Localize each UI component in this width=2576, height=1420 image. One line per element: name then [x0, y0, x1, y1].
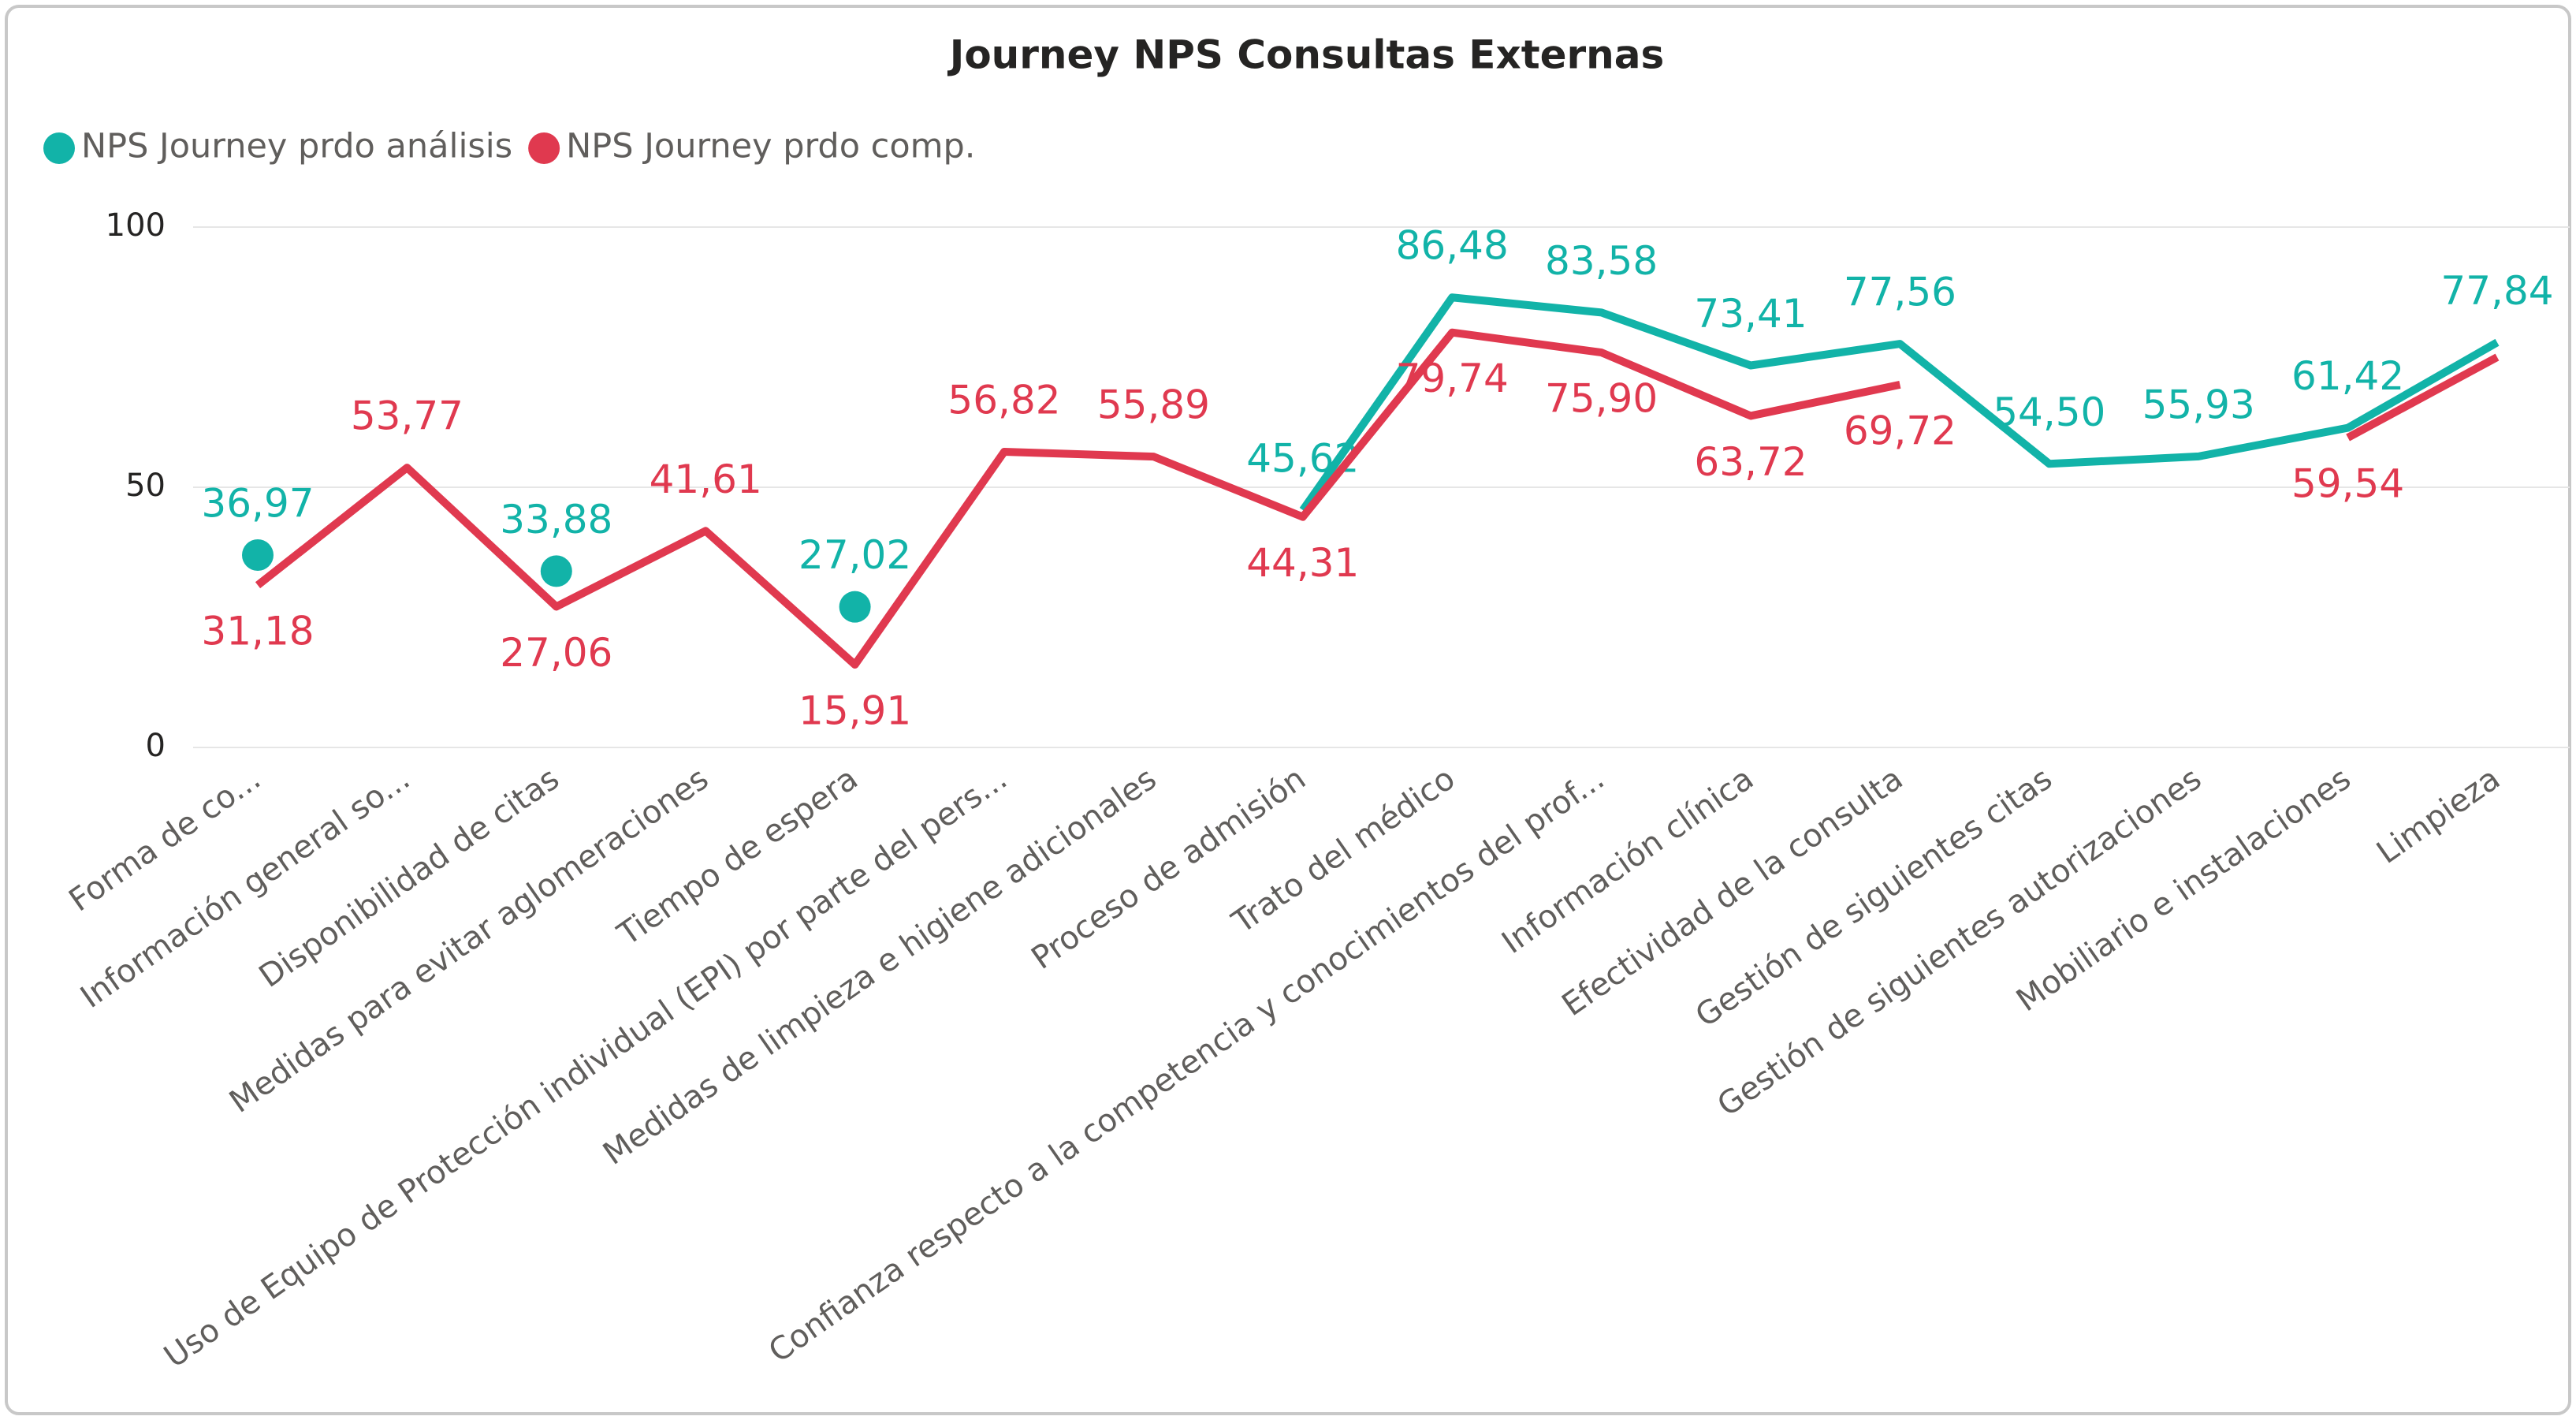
legend-label: NPS Journey prdo análisis [81, 127, 512, 166]
y-tick-label: 100 [106, 207, 166, 244]
data-label: 61,42 [2291, 353, 2404, 399]
data-label: 73,41 [1694, 291, 1807, 337]
data-label: 27,02 [798, 532, 911, 578]
data-label: 83,58 [1545, 238, 1658, 284]
data-label: 15,91 [798, 688, 911, 733]
data-label: 45,62 [1246, 435, 1359, 481]
data-label: 31,18 [201, 609, 314, 654]
chart-title: Journey NPS Consultas Externas [947, 32, 1665, 78]
data-label: 36,97 [201, 480, 314, 526]
data-label: 79,74 [1396, 356, 1509, 401]
data-label: 54,50 [1993, 389, 2105, 435]
data-point [242, 539, 274, 571]
data-label: 77,56 [1844, 270, 1956, 315]
legend-marker [43, 132, 75, 164]
data-label: 44,31 [1246, 540, 1359, 586]
data-label: 33,88 [500, 497, 612, 542]
legend-label: NPS Journey prdo comp. [566, 127, 975, 166]
data-label: 86,48 [1396, 223, 1509, 269]
data-label: 59,54 [2291, 461, 2404, 507]
data-label: 75,90 [1545, 376, 1658, 422]
data-label: 69,72 [1844, 408, 1956, 453]
y-tick-label: 0 [146, 728, 166, 764]
data-label: 53,77 [351, 393, 463, 439]
data-point [839, 591, 871, 623]
data-label: 27,06 [500, 630, 612, 676]
series-line [255, 328, 1901, 669]
legend-marker [528, 132, 560, 164]
chart-frame [5, 5, 2571, 1415]
data-label: 63,72 [1694, 439, 1807, 485]
data-label: 77,84 [2440, 268, 2553, 314]
y-tick-label: 50 [125, 468, 166, 504]
data-label: 55,93 [2142, 382, 2255, 427]
data-label: 55,89 [1097, 382, 1210, 428]
series-line [2346, 353, 2500, 442]
data-label: 56,82 [947, 377, 1060, 423]
series-line [1299, 293, 2500, 512]
data-label: 41,61 [650, 457, 762, 502]
data-point [540, 555, 572, 587]
